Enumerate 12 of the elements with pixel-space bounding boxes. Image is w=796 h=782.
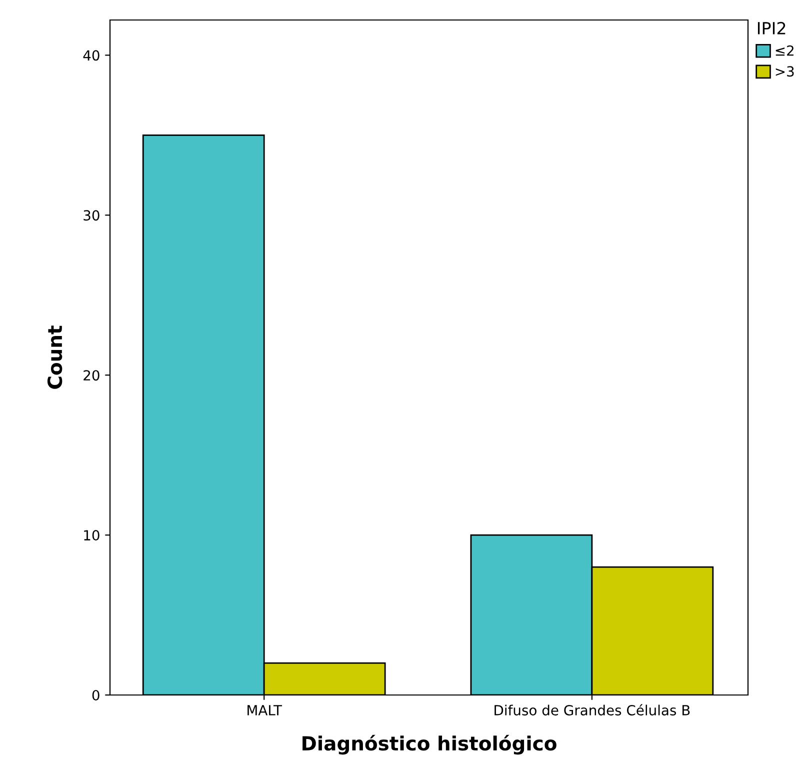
- x-tick-label: Difuso de Grandes Células B: [494, 704, 690, 716]
- y-tick-label: 40: [83, 50, 100, 61]
- x-tick-label: MALT: [248, 705, 282, 716]
- y-tick-label: 20: [84, 370, 100, 381]
- legend-label: ≤2: [776, 45, 794, 56]
- y-axis-title: Count: [47, 326, 62, 389]
- y-tick-label: 10: [84, 530, 100, 541]
- y-tick-label: 30: [84, 210, 100, 221]
- x-axis-title: Diagnóstico histológico: [302, 734, 556, 755]
- legend-label: >3: [776, 66, 794, 77]
- legend-title: IPI2: [758, 22, 786, 34]
- y-tick-label: 0: [92, 690, 100, 700]
